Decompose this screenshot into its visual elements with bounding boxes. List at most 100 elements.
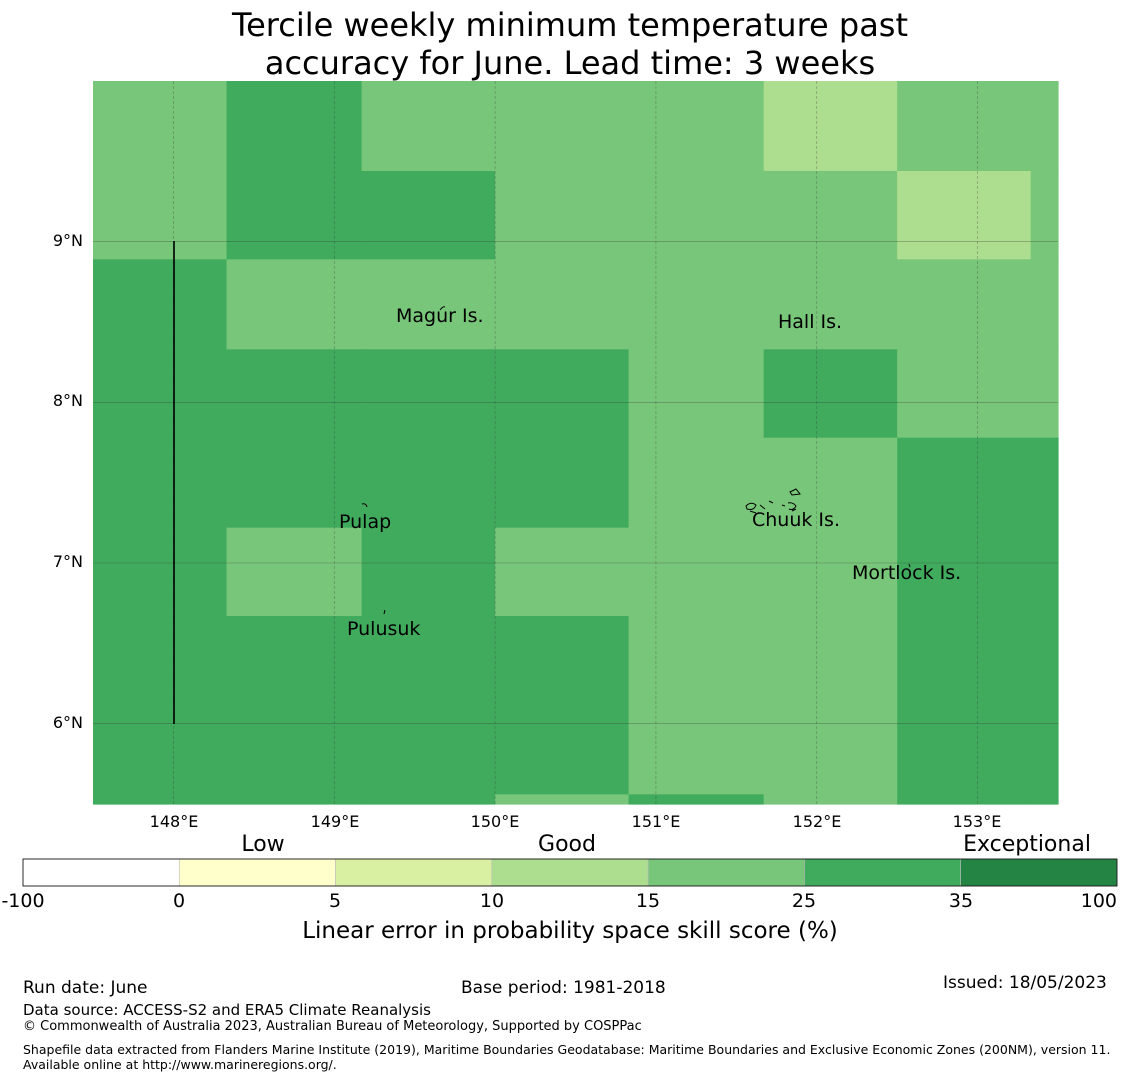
skill-grid-cell: [93, 616, 228, 707]
skill-grid-cell: [1030, 170, 1059, 260]
skill-grid-cell: [226, 259, 363, 350]
skill-grid-cell: [361, 349, 496, 439]
place-label-pulap: Pulap: [339, 511, 392, 533]
lon-tick-label: 151°E: [631, 812, 681, 831]
graticule-lines: [93, 81, 1058, 804]
skill-grid-cell: [495, 616, 630, 707]
skill-grid-cell: [495, 170, 630, 260]
colorbar-tick-label: 10: [479, 890, 505, 912]
lon-tick-label: 153°E: [952, 812, 1002, 831]
skill-grid-cell: [361, 616, 496, 707]
skill-grid-cell: [763, 170, 898, 260]
skill-grid-cell: [226, 705, 363, 795]
skill-grid-cell: [628, 259, 765, 350]
colorbar-frame: [22, 858, 1118, 887]
skill-grid-cell: [361, 527, 496, 617]
skill-grid-cell: [93, 437, 228, 529]
skill-grid-cell: [226, 527, 363, 617]
skill-grid-cell: [1030, 259, 1059, 350]
title-line-1: Tercile weekly minimum temperature past: [231, 6, 909, 44]
skill-grid-cell: [897, 437, 1032, 529]
colorbar-category-good: Good: [538, 832, 596, 857]
colorbar-tick-label: 100: [1080, 890, 1117, 912]
shapefile-credit: Shapefile data extracted from Flanders M…: [23, 1042, 1111, 1072]
skill-grid-cell: [763, 794, 898, 805]
lat-tick-label: 7°N: [52, 552, 83, 571]
skill-grid-cell: [226, 170, 363, 260]
skill-grid-cell: [897, 259, 1032, 350]
skill-grid-cell: [93, 81, 228, 172]
colorbar-tick-label: 15: [635, 890, 661, 912]
lon-tick-label: 150°E: [470, 812, 520, 831]
coastlines: [173, 241, 911, 724]
skill-grid-cell: [628, 81, 765, 172]
skill-grid-cell: [361, 170, 496, 260]
colorbar-swatch: [491, 858, 649, 887]
skill-grid-cell: [495, 705, 630, 795]
colorbar-tick-label: -100: [1, 890, 45, 912]
lon-tick-label: 149°E: [310, 812, 360, 831]
colorbar-tick-label: 5: [328, 890, 342, 912]
skill-grid-cell: [1030, 437, 1059, 529]
pulusuk-island-outline: [383, 609, 386, 615]
skill-grid-cells: [93, 81, 1059, 805]
skill-grid-cell: [897, 349, 1032, 439]
skill-grid-cell: [361, 794, 496, 805]
place-label-mortlock: Mortlock Is.: [852, 562, 962, 584]
skill-grid-cell: [628, 349, 765, 439]
lon-tick-label: 148°E: [149, 812, 199, 831]
title-line-2: accuracy for June. Lead time: 3 weeks: [264, 44, 876, 82]
skill-grid-cell: [361, 437, 496, 529]
skill-grid-cell: [226, 81, 363, 172]
data-source: Data source: ACCESS-S2 and ERA5 Climate …: [23, 1001, 431, 1019]
lon-tick-label: 152°E: [792, 812, 842, 831]
skill-grid-cell: [495, 259, 630, 350]
skill-grid-cell: [1030, 616, 1059, 707]
colorbar-tick-label: 25: [791, 890, 817, 912]
skill-grid-cell: [897, 170, 1032, 260]
skill-grid-cell: [628, 616, 765, 707]
skill-grid-cell: [495, 349, 630, 439]
skill-grid-cell: [763, 437, 898, 529]
run-date: Run date: June: [23, 978, 148, 998]
skill-grid-cell: [495, 794, 630, 805]
place-label-hall: Hall Is.: [778, 311, 843, 333]
place-label-chuuk: Chuuk Is.: [752, 509, 840, 531]
skill-grid-cell: [628, 527, 765, 617]
mortlock-island-outline: [908, 563, 911, 568]
skill-grid-cell: [1030, 81, 1059, 172]
map-title: Tercile weekly minimum temperature past …: [0, 6, 1140, 82]
skill-grid-cell: [93, 527, 228, 617]
skill-grid-cell: [763, 81, 898, 172]
skill-grid-cell: [763, 259, 898, 350]
issued-date: Issued: 18/05/2023: [943, 973, 1107, 993]
lat-tick-label: 8°N: [52, 391, 83, 410]
skill-grid-cell: [897, 81, 1032, 172]
colorbar-swatch: [960, 858, 1118, 887]
lat-tick-label: 6°N: [52, 713, 83, 732]
skill-grid-cell: [495, 81, 630, 172]
skill-grid-cell: [495, 437, 630, 529]
magur-island-outline: [439, 306, 446, 311]
skill-grid-cell: [361, 705, 496, 795]
colorbar-swatch: [335, 858, 493, 887]
colorbar-title: Linear error in probability space skill …: [302, 918, 838, 944]
skill-grid-cell: [1030, 349, 1059, 439]
chuuk-islands-outline: [745, 488, 801, 514]
colorbar-swatch: [178, 858, 336, 887]
skill-grid-cell: [226, 616, 363, 707]
skill-grid-cell: [897, 705, 1032, 795]
skill-grid-cell: [897, 616, 1032, 707]
colorbar-swatch: [804, 858, 962, 887]
place-label-pulusuk: Pulusuk: [347, 618, 421, 640]
colorbar-swatch: [22, 858, 180, 887]
skill-grid-cell: [93, 349, 228, 439]
skill-grid-cell: [763, 527, 898, 617]
skill-grid-cell: [93, 794, 228, 805]
colorbar-tick-label: 0: [172, 890, 186, 912]
skill-grid-cell: [1030, 705, 1059, 795]
colorbar-category-low: Low: [241, 832, 285, 857]
skill-grid-cell: [1030, 527, 1059, 617]
skill-grid-cell: [93, 259, 228, 350]
